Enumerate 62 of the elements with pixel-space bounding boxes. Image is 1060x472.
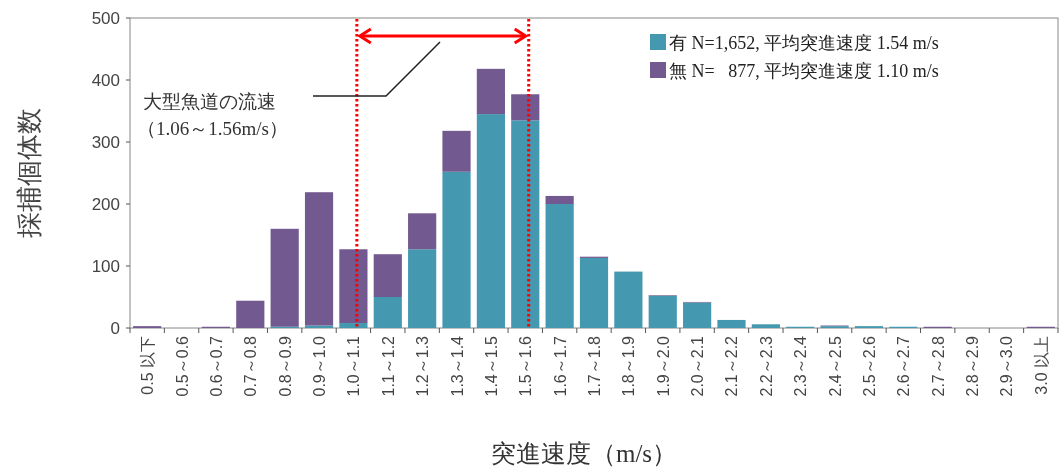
y-tick-label: 0 [110,319,120,338]
bar [373,297,402,328]
annotation: 大型魚道の流速 [143,91,276,112]
x-tick-label: 3.0 以上 [1032,336,1050,395]
bar [545,195,574,204]
bar [373,254,402,297]
bar [614,271,643,328]
x-tick-label: 1.9～2.0 [654,335,672,397]
bar [511,120,540,328]
x-tick-label: 1.7～1.8 [586,335,603,397]
y-tick-label: 200 [91,195,120,214]
bar [408,249,437,328]
x-tick-label: 1.1～1.2 [379,335,397,397]
x-tick-label: 1.5～1.6 [517,335,535,397]
x-tick-label: 2.5～2.6 [860,335,878,397]
x-tick-label: 2.8～2.9 [964,335,982,397]
bar [236,300,265,328]
bar [442,130,471,172]
x-tick-label: 2.1～2.2 [723,335,741,397]
bar [545,204,574,328]
bar [476,114,505,328]
x-tick-label: 1.8～1.9 [620,335,638,397]
bar [304,192,334,326]
bar [339,323,368,328]
y-tick-label: 100 [91,257,120,276]
bar [339,249,368,324]
bar [270,228,299,327]
bar [648,295,677,328]
x-tick-label: 0.5 以下 [139,336,157,395]
bar [683,302,712,328]
annotation: （1.06～1.56m/s） [137,118,288,139]
y-tick-label: 500 [91,9,120,28]
y-tick-label: 300 [91,133,120,152]
x-tick-label: 1.2～1.3 [414,335,432,397]
x-axis-title: 突進速度（m/s） [490,440,678,467]
x-tick-label: 0.5～0.6 [173,335,191,397]
legend-label: 有 N=1,652, 平均突進速度 1.54 m/s [669,33,939,53]
x-tick-label: 0.8～0.9 [276,335,294,397]
x-tick-label: 2.0～2.1 [689,335,707,397]
bar [579,257,609,328]
x-tick-label: 0.9～1.0 [311,335,329,397]
y-axis-title: 採捕個体数 [14,108,44,238]
x-tick-label: 1.4～1.5 [482,335,500,397]
x-tick-label: 2.2～2.3 [757,335,775,397]
x-tick-label: 1.0～1.1 [345,335,363,397]
x-tick-label: 2.6～2.7 [895,335,913,397]
x-tick-label: 2.3～2.4 [792,335,810,397]
bar [476,68,505,115]
bar [751,324,780,328]
x-tick-label: 2.7～2.8 [929,335,947,397]
x-tick-label: 2.9～3.0 [998,335,1016,397]
bar [442,171,471,328]
x-tick-label: 1.6～1.7 [551,335,569,397]
bar [511,94,540,121]
legend-label: 無 N= 877, 平均突進速度 1.10 m/s [669,61,939,81]
bar [717,319,746,328]
y-tick-label: 400 [91,71,120,90]
x-tick-label: 1.3～1.4 [448,335,466,397]
bar [408,213,437,250]
x-tick-label: 0.7～0.8 [242,335,260,397]
x-tick-label: 2.4～2.5 [826,335,844,397]
x-tick-label: 0.6～0.7 [207,335,225,397]
